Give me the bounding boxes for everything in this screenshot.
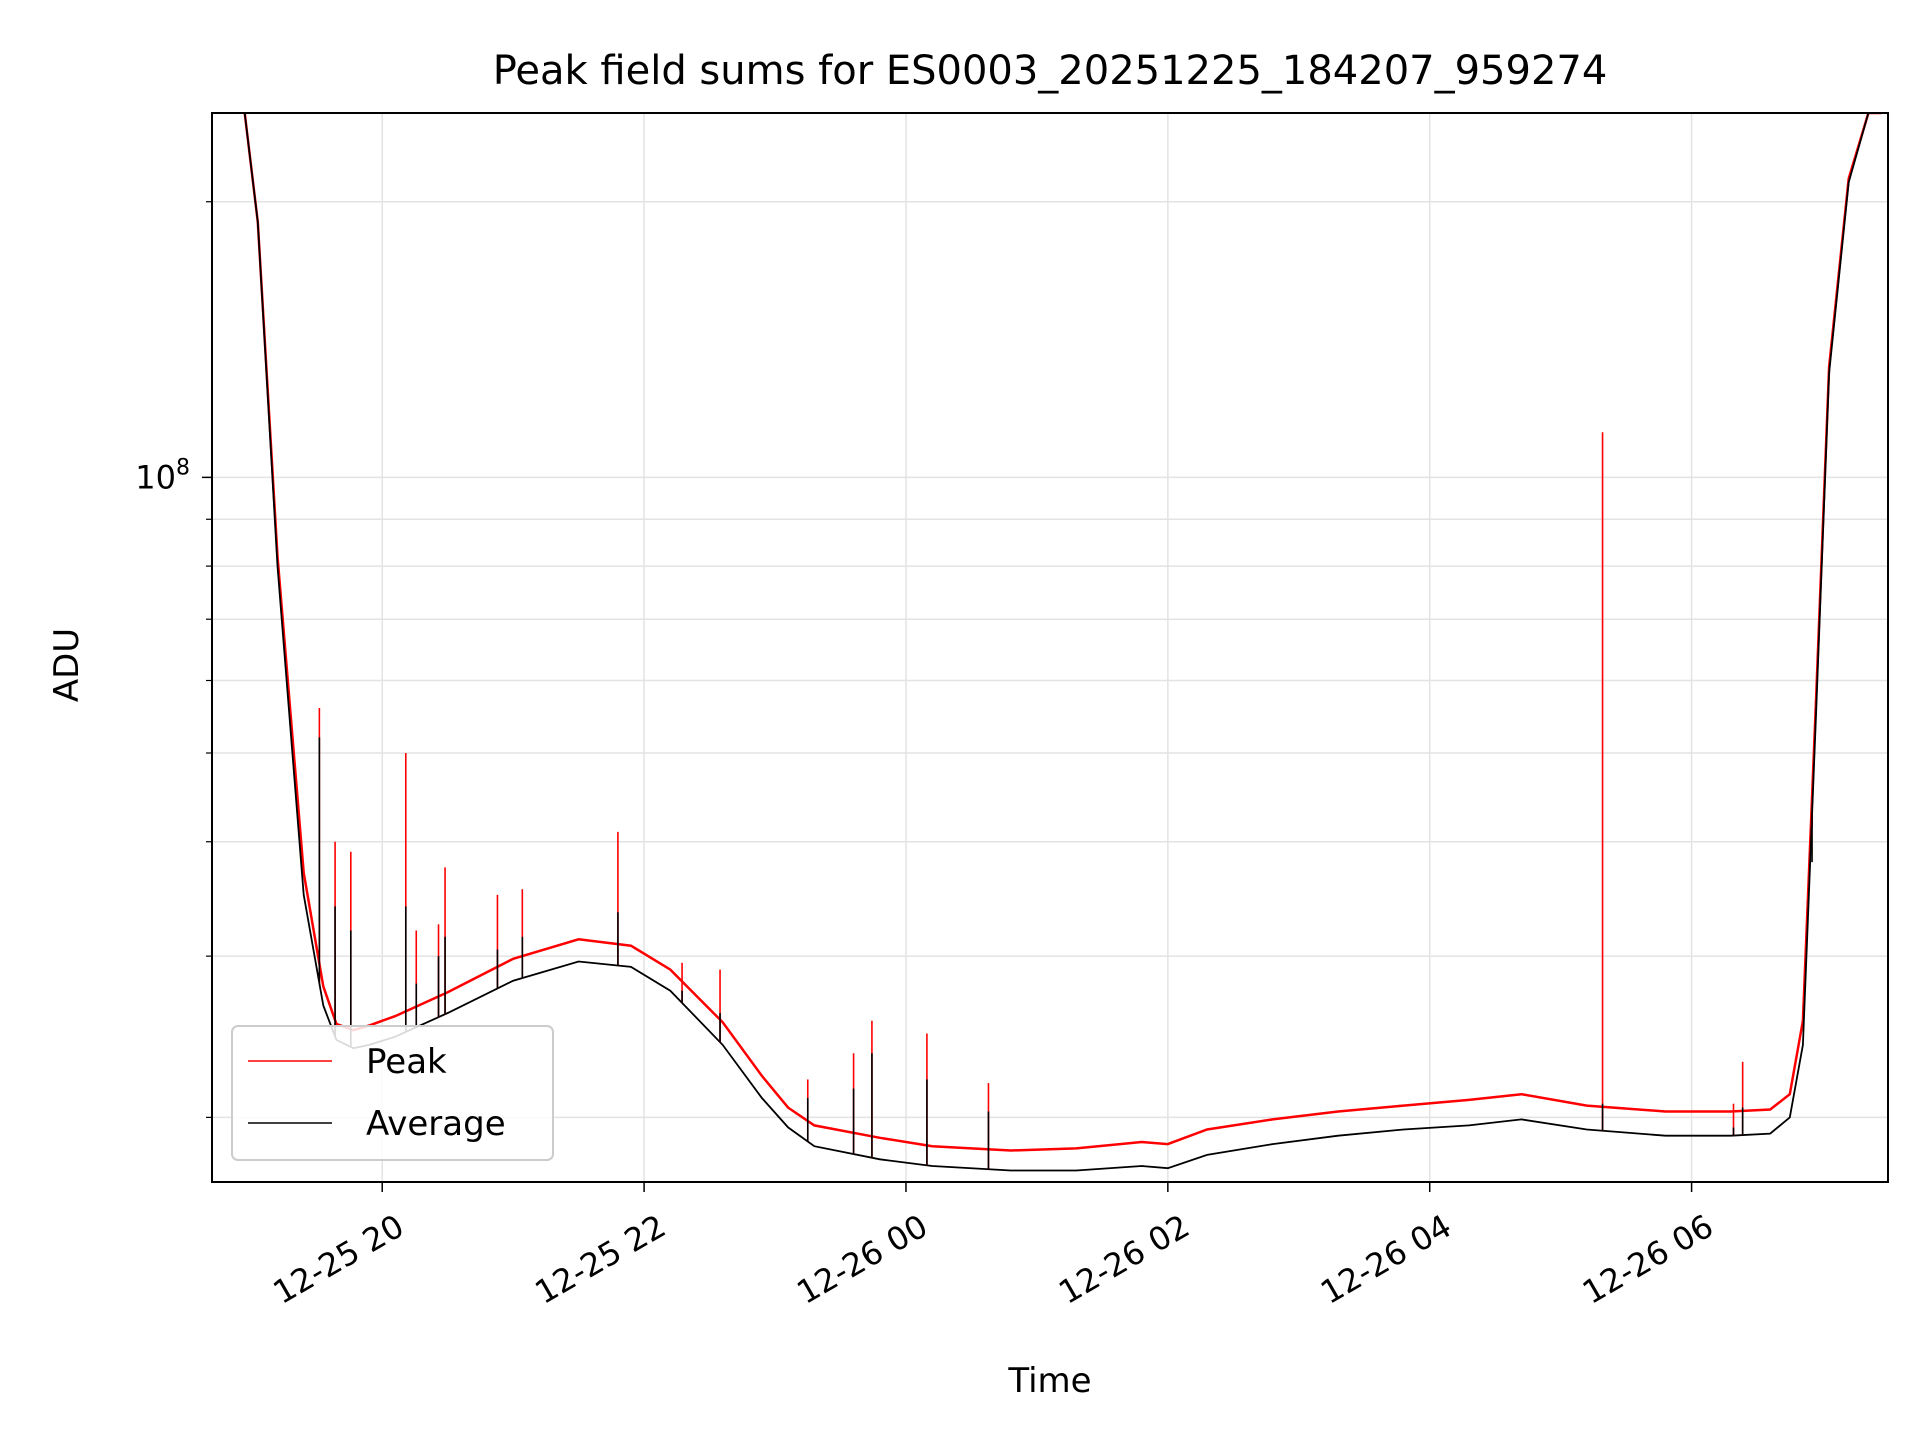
chart-title: Peak field sums for ES0003_20251225_1842…	[493, 48, 1608, 94]
legend: Peak Average	[231, 1025, 554, 1161]
y-axis-label: ADU	[47, 628, 87, 702]
legend-box	[231, 1025, 554, 1161]
legend-label-peak: Peak	[366, 1042, 447, 1082]
y-axis-ticks: 108	[135, 201, 212, 1118]
y-tick-label: 108	[135, 455, 190, 496]
grid	[212, 113, 1888, 1182]
plot-area-frame	[211, 112, 1889, 1183]
x-axis-label: Time	[1007, 1361, 1091, 1401]
legend-label-average: Average	[366, 1104, 506, 1144]
